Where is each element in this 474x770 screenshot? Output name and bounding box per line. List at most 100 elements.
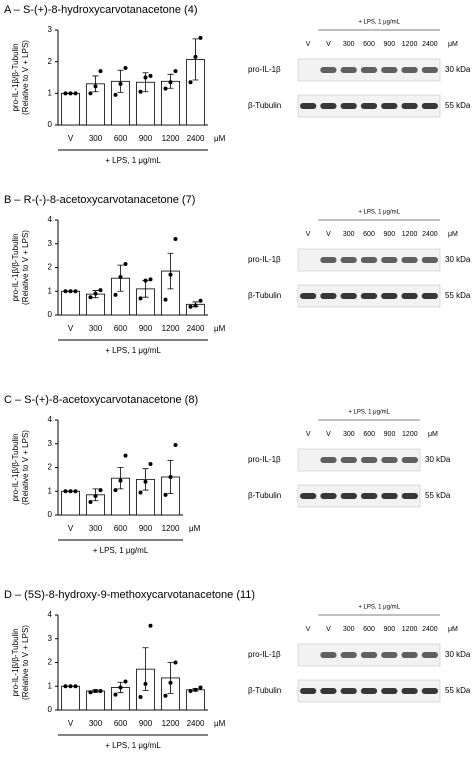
y-tick-label: 2 xyxy=(48,263,53,272)
x-tick-label: 1200 xyxy=(162,719,180,728)
lane-label: V xyxy=(326,626,331,633)
blot-band xyxy=(401,493,418,499)
x-tick-label: 2400 xyxy=(187,719,205,728)
blot-row-label: β-Tubulin xyxy=(248,101,281,110)
blot-size: 30 kDa xyxy=(425,455,451,464)
blot-strip xyxy=(297,448,421,472)
data-point xyxy=(63,91,68,96)
x-tick-label: V xyxy=(68,719,74,728)
lane-label: V xyxy=(326,41,331,48)
lane-label: V xyxy=(306,626,311,633)
lane-label: 1200 xyxy=(402,626,418,633)
lane-label: V xyxy=(326,431,331,438)
lane-label: 600 xyxy=(363,41,375,48)
y-axis-label: (Relative to V + LPS) xyxy=(21,430,30,505)
lane-label: 1200 xyxy=(402,41,418,48)
blot-band xyxy=(300,688,317,694)
lane-label: V xyxy=(306,231,311,238)
data-point xyxy=(148,623,153,628)
error-bar xyxy=(192,38,199,81)
data-point xyxy=(68,684,73,689)
blot-band xyxy=(360,67,378,73)
blot-band xyxy=(320,257,337,263)
blot-row-label: pro-IL-1β xyxy=(248,650,281,659)
y-tick-label: 3 xyxy=(48,239,53,248)
blot-size: 55 kDa xyxy=(445,686,471,695)
panel-title: D – (5S)-8-hydroxy-9-methoxycarvotanacet… xyxy=(4,589,255,601)
blot-unit: μM xyxy=(448,626,458,633)
blot-row-label: β-Tubulin xyxy=(248,291,281,300)
y-axis-label: (Relative to V + LPS) xyxy=(21,625,30,700)
data-point xyxy=(93,291,98,296)
data-point xyxy=(148,277,153,282)
y-tick-label: 1 xyxy=(48,486,53,495)
blot-band xyxy=(381,652,398,658)
bar xyxy=(61,290,80,316)
data-point xyxy=(143,278,148,283)
blot-band xyxy=(381,688,398,694)
data-point xyxy=(173,237,178,241)
blot-band xyxy=(421,688,438,694)
data-point xyxy=(63,489,68,494)
lane-label: 600 xyxy=(363,626,375,633)
data-point xyxy=(98,689,103,693)
data-point xyxy=(63,289,68,294)
blot-band xyxy=(361,493,378,499)
blot-band xyxy=(381,457,398,463)
data-point xyxy=(123,66,128,70)
data-point xyxy=(188,689,193,693)
blot-band xyxy=(381,257,398,263)
blot-row-label: β-Tubulin xyxy=(248,686,281,695)
y-axis-label: pro-IL-1β/β-Tubulin xyxy=(11,43,20,111)
bar xyxy=(186,689,205,711)
y-tick-label: 3 xyxy=(48,25,53,34)
lane-label: 900 xyxy=(384,431,396,438)
blot-size: 55 kDa xyxy=(445,101,471,110)
blot-band xyxy=(401,67,418,73)
x-tick-label: 300 xyxy=(89,524,103,533)
data-point xyxy=(173,442,178,447)
blot-band xyxy=(340,103,357,109)
data-point xyxy=(163,693,168,698)
data-point xyxy=(73,289,78,294)
panel-title: C – S-(+)-8-acetoxycarvotanacetone (8) xyxy=(4,394,198,406)
y-tick-label: 2 xyxy=(48,658,53,667)
blot-row-label: β-Tubulin xyxy=(248,491,281,500)
lane-label: 300 xyxy=(343,431,355,438)
y-axis-label: pro-IL-1β/β-Tubulin xyxy=(11,628,20,696)
bar xyxy=(61,685,80,711)
blot-band xyxy=(360,652,378,658)
blot-band xyxy=(401,103,418,109)
data-point xyxy=(123,679,128,684)
blot-band xyxy=(340,457,357,463)
blot-band xyxy=(320,67,337,73)
x-tick-label: 1200 xyxy=(162,324,180,333)
data-point xyxy=(118,685,123,690)
data-point xyxy=(143,75,148,80)
blot-band xyxy=(360,293,378,299)
data-point xyxy=(93,494,98,498)
blot-band xyxy=(300,103,317,109)
error-bar xyxy=(142,468,149,491)
blot-size: 30 kDa xyxy=(445,255,471,264)
data-point xyxy=(193,54,198,59)
bar xyxy=(61,490,80,516)
data-point xyxy=(118,275,123,279)
blot-size: 55 kDa xyxy=(445,291,471,300)
blot-treatment: + LPS, 1 μg/mL xyxy=(358,20,400,26)
blot-band xyxy=(401,652,418,658)
data-point xyxy=(148,461,153,466)
lane-label: 600 xyxy=(363,431,375,438)
data-point xyxy=(73,91,78,96)
data-point xyxy=(148,73,153,78)
x-tick-label: V xyxy=(68,324,74,333)
data-point xyxy=(163,297,168,302)
y-tick-label: 4 xyxy=(48,415,53,424)
y-tick-label: 3 xyxy=(48,634,53,643)
data-point xyxy=(113,292,118,297)
x-unit: μM xyxy=(214,324,226,333)
error-bar xyxy=(117,467,124,490)
blot-treatment: + LPS, 1 μg/mL xyxy=(358,605,400,611)
y-tick-label: 0 xyxy=(48,120,53,129)
